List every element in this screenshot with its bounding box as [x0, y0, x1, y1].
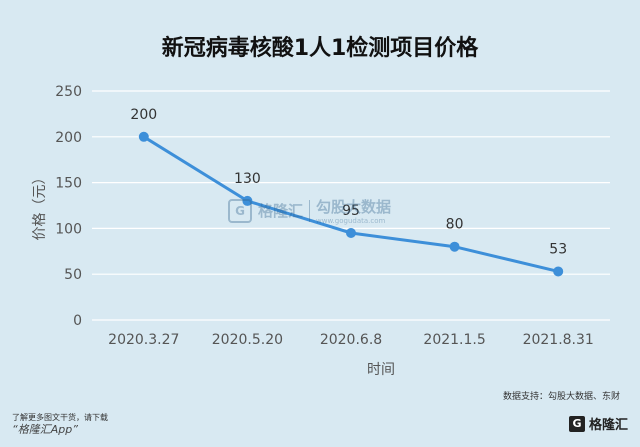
y-tick-label: 150	[55, 176, 82, 192]
watermark-text: 勾股大数据 www.gogudata.com	[316, 196, 391, 225]
watermark-logo-icon: G	[228, 198, 252, 223]
source-note: 数据支持：勾股大数据、东财	[502, 392, 620, 402]
watermark-name1: 格隆汇	[258, 202, 304, 220]
data-label: 53	[549, 241, 567, 257]
data-point	[346, 227, 356, 238]
x-tick-label: 2020.6.8	[320, 332, 382, 348]
y-tick-label: 250	[55, 84, 82, 100]
watermark-divider	[309, 199, 311, 222]
data-label: 200	[130, 107, 157, 123]
brand-name: 格隆汇	[588, 418, 628, 433]
watermark: G 格隆汇 勾股大数据 www.gogudata.com	[228, 196, 391, 225]
data-point	[553, 266, 564, 277]
y-axis-ticks: 0 50 100 150 200 250	[55, 84, 82, 329]
data-point	[449, 241, 460, 252]
data-point	[242, 195, 253, 206]
y-tick-label: 100	[55, 221, 82, 237]
x-tick-label: 2021.8.31	[523, 332, 594, 348]
footnote: 了解更多图文干货，请下载 “格隆汇App”	[12, 412, 108, 436]
series-price	[138, 131, 564, 277]
x-axis-title: 时间	[367, 362, 395, 378]
brand-logo-icon: G	[568, 415, 585, 432]
footnote-line1: 了解更多图文干货，请下载	[12, 413, 108, 422]
chart-title: 新冠病毒核酸1人1检测项目价格	[161, 36, 479, 61]
data-label: 95	[342, 203, 360, 219]
y-axis-title: 价格（元）	[32, 171, 48, 241]
x-axis-ticks: 2020.3.27 2020.5.20 2020.6.8 2021.1.5 2021.8…	[108, 332, 594, 348]
watermark-url: www.gogudata.com	[316, 217, 386, 225]
data-point	[138, 131, 149, 142]
y-tick-label: 50	[64, 267, 82, 283]
x-tick-label: 2020.3.27	[108, 332, 179, 348]
data-label: 80	[446, 217, 464, 233]
data-labels: 200 130 95 80 53	[130, 107, 567, 258]
x-tick-label: 2020.5.20	[212, 332, 283, 348]
watermark-name2: 勾股大数据	[316, 198, 392, 216]
footnote-app: “格隆汇App”	[12, 423, 78, 436]
brand: G 格隆汇	[568, 414, 628, 433]
data-label: 130	[234, 171, 261, 187]
y-tick-label: 0	[73, 313, 82, 329]
x-tick-label: 2021.1.5	[423, 332, 485, 348]
y-tick-label: 200	[55, 130, 82, 146]
